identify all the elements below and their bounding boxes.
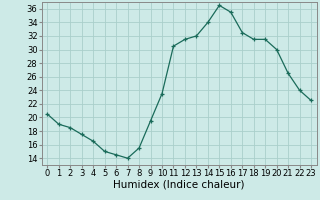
X-axis label: Humidex (Indice chaleur): Humidex (Indice chaleur) — [114, 180, 245, 190]
